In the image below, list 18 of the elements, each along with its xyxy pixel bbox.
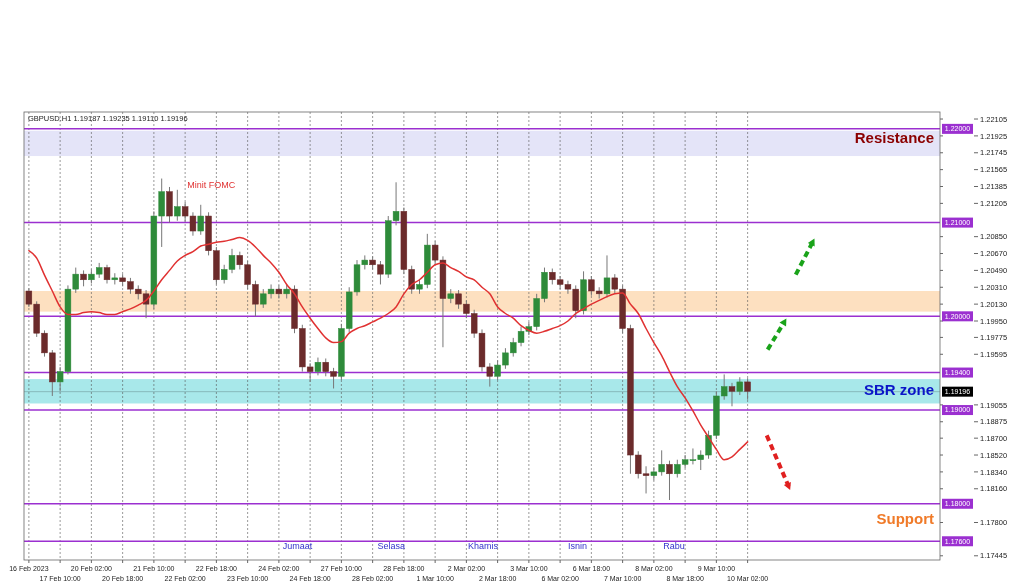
annotation: Minit FOMC	[187, 179, 236, 190]
candlestick	[275, 284, 283, 300]
annotation: SBR zone	[863, 381, 934, 399]
candlestick	[174, 189, 181, 222]
annotation: Khamis	[467, 541, 499, 552]
annotation: Rabu	[663, 541, 685, 552]
annotation: Isnin	[568, 541, 588, 552]
candlestick	[728, 382, 736, 407]
candlestick	[197, 204, 204, 236]
line-series	[28, 236, 749, 461]
annotation: Support	[876, 509, 934, 527]
candlestick	[666, 460, 673, 501]
candlestick	[603, 254, 611, 299]
annotation: Resistance	[854, 129, 934, 147]
candlestick	[744, 377, 751, 401]
annotation: Selasa	[377, 541, 405, 552]
annotation: Jumaat	[282, 541, 313, 552]
candlestick	[103, 264, 111, 285]
